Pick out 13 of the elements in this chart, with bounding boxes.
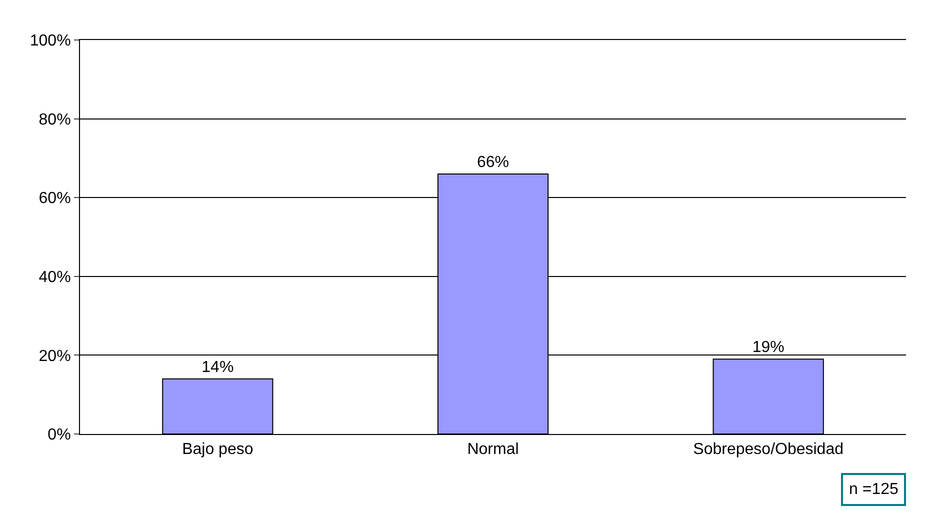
x-tick-label: Sobrepeso/Obesidad [693,441,844,458]
y-tick-label: 20% [38,348,71,365]
y-tick-label: 40% [38,269,71,286]
y-tick-label: 80% [38,111,71,128]
y-tick-label: 60% [38,190,71,208]
x-tick-label: Normal [467,441,519,458]
text: n =125 [849,481,898,498]
y-tick-label: 100% [30,32,71,50]
y-tick-label: 0% [48,426,71,444]
data-label: 66% [476,154,510,171]
data-label: 19% [752,339,784,356]
data-label: 14% [202,358,234,376]
x-tick-label: Bajo peso [182,441,254,458]
